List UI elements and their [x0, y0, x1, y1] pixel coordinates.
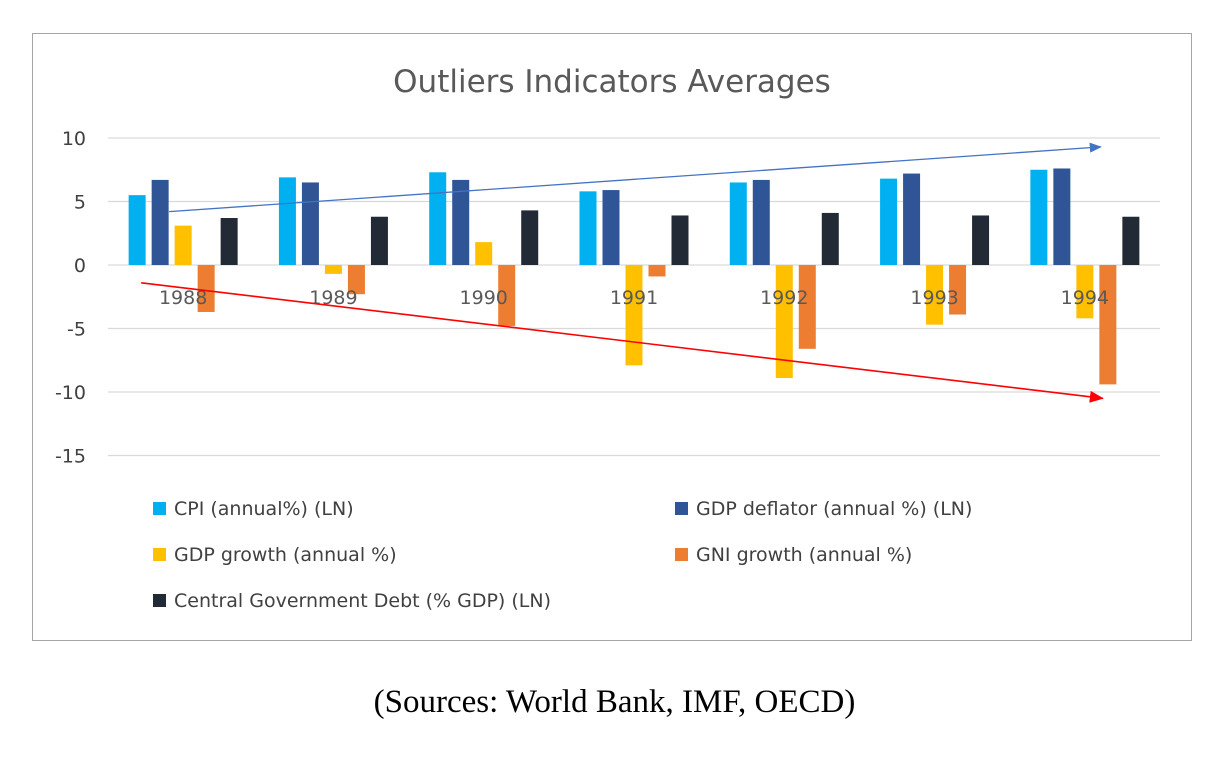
bar-5-1994 [1122, 216, 1140, 265]
bar-5-1989 [370, 216, 388, 265]
bar-3-1989 [324, 265, 342, 274]
bar-4-1994 [1099, 265, 1117, 385]
bar-4-1993 [949, 265, 967, 315]
legend-label: GDP growth (annual %) [174, 544, 397, 566]
chart-title: Outliers Indicators Averages [393, 64, 831, 100]
bar-3-1991 [625, 265, 643, 366]
bar-3-1990 [475, 242, 493, 265]
bar-1-1994 [1030, 169, 1048, 265]
bar-3-1992 [775, 265, 793, 379]
bars-layer [128, 168, 1140, 385]
legend-label: GNI growth (annual %) [696, 544, 912, 566]
legend-label: GDP deflator (annual %) (LN) [696, 498, 972, 520]
x-tick-label: 1993 [910, 287, 958, 309]
bar-3-1994 [1076, 265, 1094, 319]
y-tick-label: 10 [62, 128, 86, 150]
legend-swatch [675, 548, 688, 561]
bar-2-1994 [1053, 168, 1071, 265]
bar-1-1988 [128, 195, 146, 265]
bar-1-1989 [278, 177, 296, 265]
x-tick-label: 1991 [610, 287, 658, 309]
bar-2-1991 [602, 190, 620, 265]
bar-4-1989 [347, 265, 365, 295]
chart-frame [32, 33, 1192, 641]
trend-arrow-down [141, 281, 1104, 403]
bar-2-1992 [752, 179, 770, 265]
bar-1-1990 [429, 172, 447, 265]
y-tick-label: -15 [55, 446, 86, 468]
bar-4-1988 [197, 265, 215, 312]
legend-label: Central Government Debt (% GDP) (LN) [174, 590, 551, 612]
bar-1-1991 [579, 191, 597, 265]
bar-5-1990 [521, 210, 539, 265]
y-tick-label: 0 [74, 255, 86, 277]
bar-4-1991 [648, 265, 666, 277]
x-tick-label: 1989 [309, 287, 357, 309]
bar-3-1988 [174, 225, 192, 265]
bar-4-1990 [498, 265, 516, 326]
bar-3-1993 [926, 265, 944, 325]
legend-swatch [153, 548, 166, 561]
legend-swatch [153, 502, 166, 515]
x-axis-labels: 1988 1989 1990 1991 1992 1993 1994 [159, 287, 1109, 309]
source-note: (Sources: World Bank, IMF, OECD) [373, 684, 856, 720]
x-tick-label: 1990 [460, 287, 508, 309]
trend-arrows [141, 142, 1104, 403]
x-tick-label: 1994 [1061, 287, 1109, 309]
bar-5-1988 [220, 218, 238, 265]
bar-1-1992 [729, 182, 747, 265]
trend-arrow-up [169, 142, 1102, 213]
y-tick-label: 5 [74, 192, 86, 214]
bar-4-1992 [798, 265, 816, 349]
legend-swatch [675, 502, 688, 515]
x-tick-label: 1988 [159, 287, 207, 309]
grid-layer: 10 5 0 -5 -10 -15 [55, 128, 1160, 468]
bar-1-1993 [880, 178, 898, 265]
y-tick-label: -5 [67, 319, 86, 341]
bar-5-1993 [972, 215, 990, 265]
bar-5-1992 [821, 212, 839, 265]
legend-label: CPI (annual%) (LN) [174, 498, 354, 520]
bar-2-1988 [151, 179, 169, 265]
legend-swatch [153, 594, 166, 607]
legend: CPI (annual%) (LN) GDP deflator (annual %… [153, 498, 972, 612]
bar-5-1991 [671, 215, 689, 265]
bar-2-1990 [452, 179, 470, 265]
y-tick-label: -10 [55, 382, 86, 404]
x-tick-label: 1992 [760, 287, 808, 309]
bar-2-1993 [903, 173, 921, 265]
bar-2-1989 [301, 182, 319, 265]
